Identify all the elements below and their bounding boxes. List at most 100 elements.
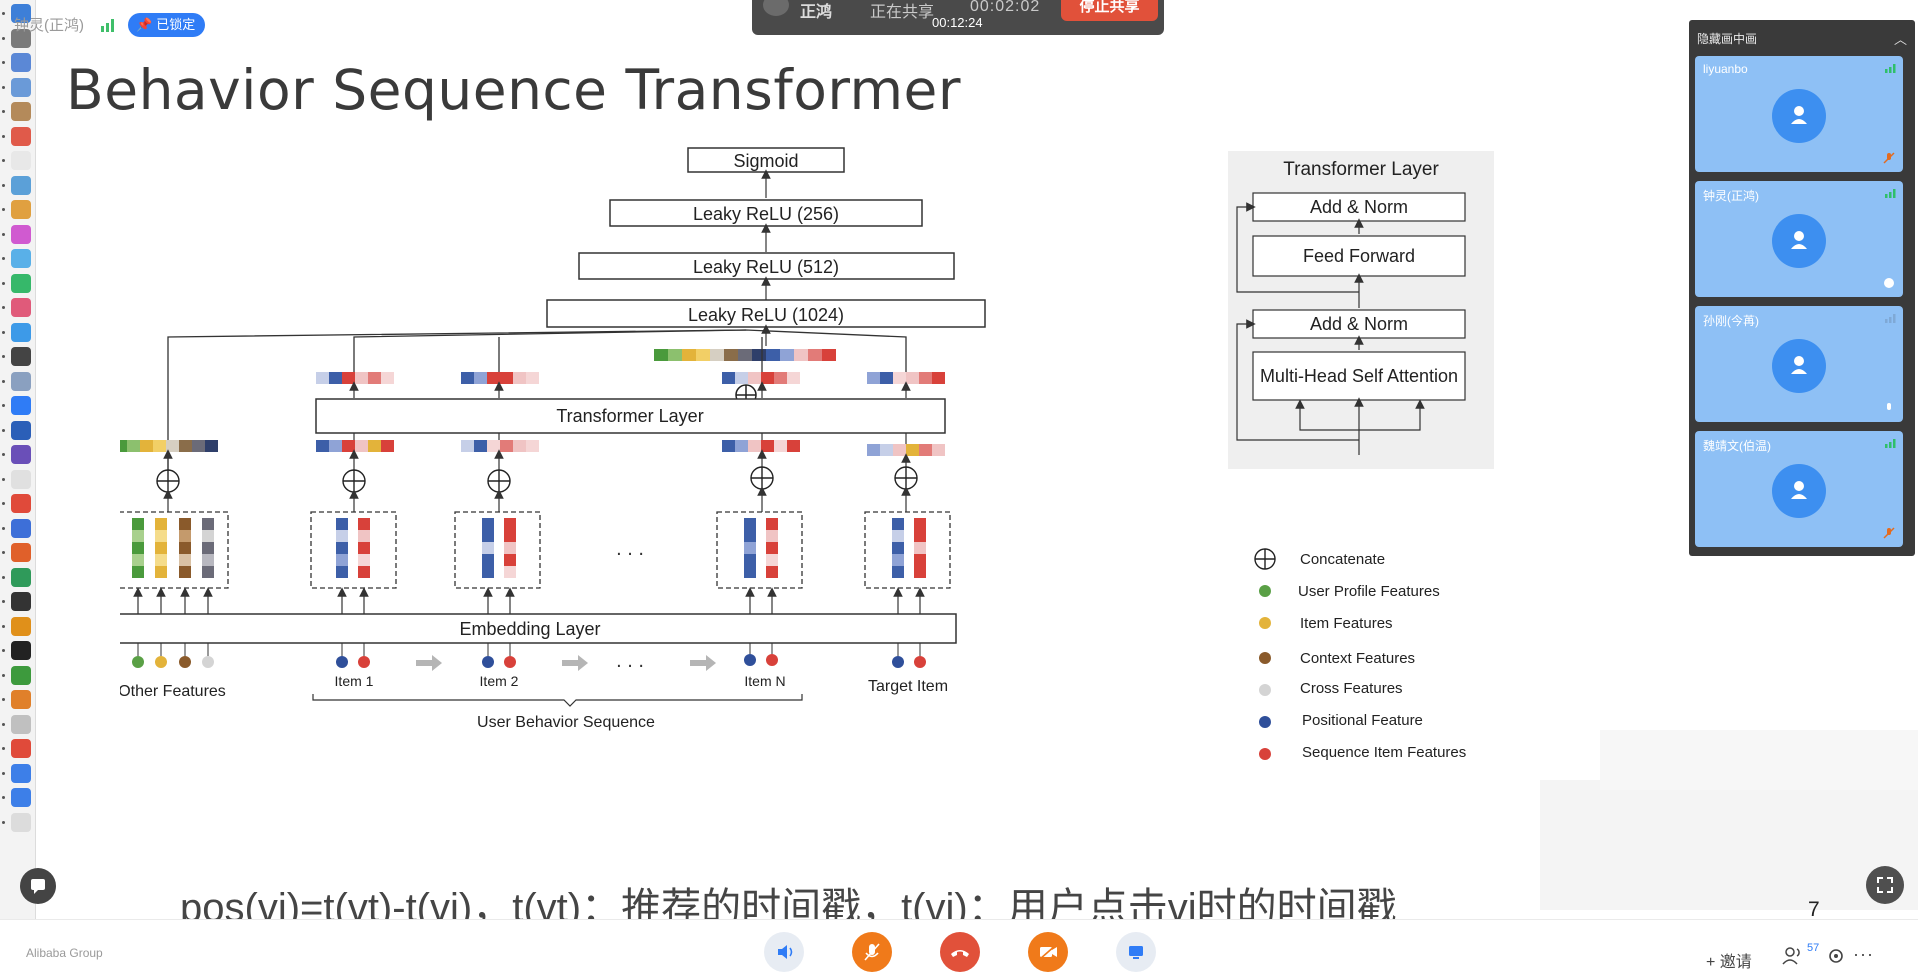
dock-app-icon[interactable]: [11, 273, 31, 293]
dock-app-icon[interactable]: [11, 151, 31, 170]
dock-running-indicator: [2, 159, 5, 162]
dock-app-icon[interactable]: [11, 4, 31, 23]
dock-running-indicator: [2, 183, 5, 187]
collapse-icon[interactable]: ︿: [1893, 32, 1907, 47]
fullscreen-button[interactable]: [1866, 866, 1904, 904]
dock-app-icon[interactable]: [11, 592, 31, 611]
dock-app-icon[interactable]: [11, 102, 31, 121]
dock-running-indicator: [2, 673, 5, 677]
dock-app-icon[interactable]: [11, 224, 31, 244]
dock-running-indicator: [2, 330, 5, 334]
dock-app-icon[interactable]: [11, 469, 31, 489]
dock-running-indicator: [2, 747, 5, 750]
dock-app-icon[interactable]: [11, 396, 31, 415]
dock-app-icon[interactable]: [11, 690, 31, 709]
dock-running-indicator: [2, 36, 5, 40]
panel-title[interactable]: 隐藏画中画: [1697, 32, 1758, 46]
dock-running-indicator: [2, 649, 5, 652]
more-options-button[interactable]: ···: [1853, 944, 1874, 964]
pin-icon: 📌: [136, 17, 153, 32]
dock-app-icon[interactable]: [11, 616, 31, 636]
speaker-icon: [1884, 278, 1894, 288]
dock-app-icon[interactable]: [11, 518, 31, 538]
dock-running-indicator: [2, 453, 5, 456]
dock-app-icon[interactable]: [11, 543, 31, 562]
share-screen-button[interactable]: [1116, 932, 1156, 972]
dock-app-icon[interactable]: [11, 200, 31, 219]
dock-running-indicator: [2, 551, 5, 554]
dock-app-icon[interactable]: [11, 249, 31, 268]
dock-app-icon[interactable]: [11, 567, 31, 587]
signal-icon: [1885, 189, 1896, 198]
participants-button[interactable]: [1782, 946, 1804, 970]
sigmoid-label: Sigmoid: [733, 151, 798, 171]
dock-running-indicator: [2, 61, 5, 64]
signal-strength-icon: [101, 19, 114, 32]
legend-positional-feature: Positional Feature: [1302, 712, 1423, 729]
dock-running-indicator: [2, 257, 5, 260]
dock-app-icon[interactable]: [11, 714, 31, 734]
leaky-relu-1024-label: Leaky ReLU (1024): [688, 305, 844, 325]
dock-app-icon[interactable]: [11, 126, 31, 146]
dock-app-icon[interactable]: [11, 445, 31, 464]
app-dock: [0, 0, 36, 969]
legend-cross-features: Cross Features: [1300, 680, 1403, 697]
host-name: 钟灵(正鸿): [14, 17, 84, 34]
dock-app-icon[interactable]: [11, 53, 31, 72]
transformer-output-vectors: [316, 372, 945, 384]
dock-app-icon[interactable]: [11, 812, 31, 832]
meeting-clock: 00:12:24: [932, 15, 983, 30]
dock-app-icon[interactable]: [11, 763, 31, 783]
dock-app-icon[interactable]: [11, 347, 31, 366]
camera-toggle-button[interactable]: [1028, 932, 1068, 972]
dock-app-icon[interactable]: [11, 665, 31, 685]
dock-app-icon[interactable]: [11, 739, 31, 758]
legend-sequence-item: Sequence Item Features: [1302, 744, 1466, 761]
item-2-label: Item 2: [480, 673, 519, 689]
mic-icon: [1887, 403, 1891, 410]
signal-icon: [1885, 314, 1896, 323]
invite-button[interactable]: + 邀请: [1706, 954, 1752, 971]
settings-gear-icon[interactable]: [1826, 946, 1846, 966]
dock-running-indicator: [2, 796, 5, 799]
sequence-item-columns: [336, 518, 926, 578]
inset-feed-forward: Feed Forward: [1303, 246, 1415, 266]
other-features-label: Other Features: [120, 683, 226, 700]
slide-title: Behavior Sequence Transformer: [66, 58, 962, 122]
slide-formula: pos(vi)=t(vt)-t(vi)，t(vt)：推荐的时间戳，t(vi)：用…: [180, 886, 1397, 922]
leave-meeting-button[interactable]: [940, 932, 980, 972]
dock-app-icon[interactable]: [11, 494, 31, 513]
stop-sharing-button[interactable]: 停止共享: [1061, 0, 1158, 21]
hang-up-icon: [951, 950, 969, 957]
participant-name: 孙刚(今苒): [1703, 314, 1759, 328]
dock-running-indicator: [2, 355, 5, 358]
dock-app-icon[interactable]: [11, 77, 31, 97]
dock-app-icon[interactable]: [11, 788, 31, 807]
participant-tile[interactable]: 孙刚(今苒): [1695, 306, 1903, 422]
sequence-arrows: [416, 655, 716, 671]
dock-app-icon[interactable]: [11, 641, 31, 660]
participant-tile[interactable]: liyuanbo: [1695, 56, 1903, 172]
share-status-text: 正在共享: [870, 4, 935, 21]
participant-tile[interactable]: 魏靖文(伯温): [1695, 431, 1903, 547]
item-n-label: Item N: [744, 673, 785, 689]
dock-app-icon[interactable]: [11, 371, 31, 391]
dock-app-icon[interactable]: [11, 28, 31, 48]
dock-running-indicator: [2, 12, 5, 15]
dock-running-indicator: [2, 771, 5, 775]
dock-app-icon[interactable]: [11, 175, 31, 195]
mute-mic-button[interactable]: [852, 932, 892, 972]
meeting-locked-badge[interactable]: 📌 已锁定: [128, 13, 206, 37]
dock-running-indicator: [2, 575, 5, 579]
user-avatar-icon: [1772, 214, 1826, 268]
dock-app-icon[interactable]: [11, 298, 31, 317]
chat-bubble-button[interactable]: [20, 868, 56, 904]
leaky-relu-512-label: Leaky ReLU (512): [693, 257, 839, 277]
dock-app-icon[interactable]: [11, 420, 31, 440]
dock-running-indicator: [2, 134, 5, 138]
dock-app-icon[interactable]: [11, 322, 31, 342]
participant-tile[interactable]: 钟灵(正鸿): [1695, 181, 1903, 297]
embedding-layer-label: Embedding Layer: [459, 619, 600, 639]
sequence-input-vectors: [316, 440, 945, 456]
speaker-button[interactable]: [764, 932, 804, 972]
